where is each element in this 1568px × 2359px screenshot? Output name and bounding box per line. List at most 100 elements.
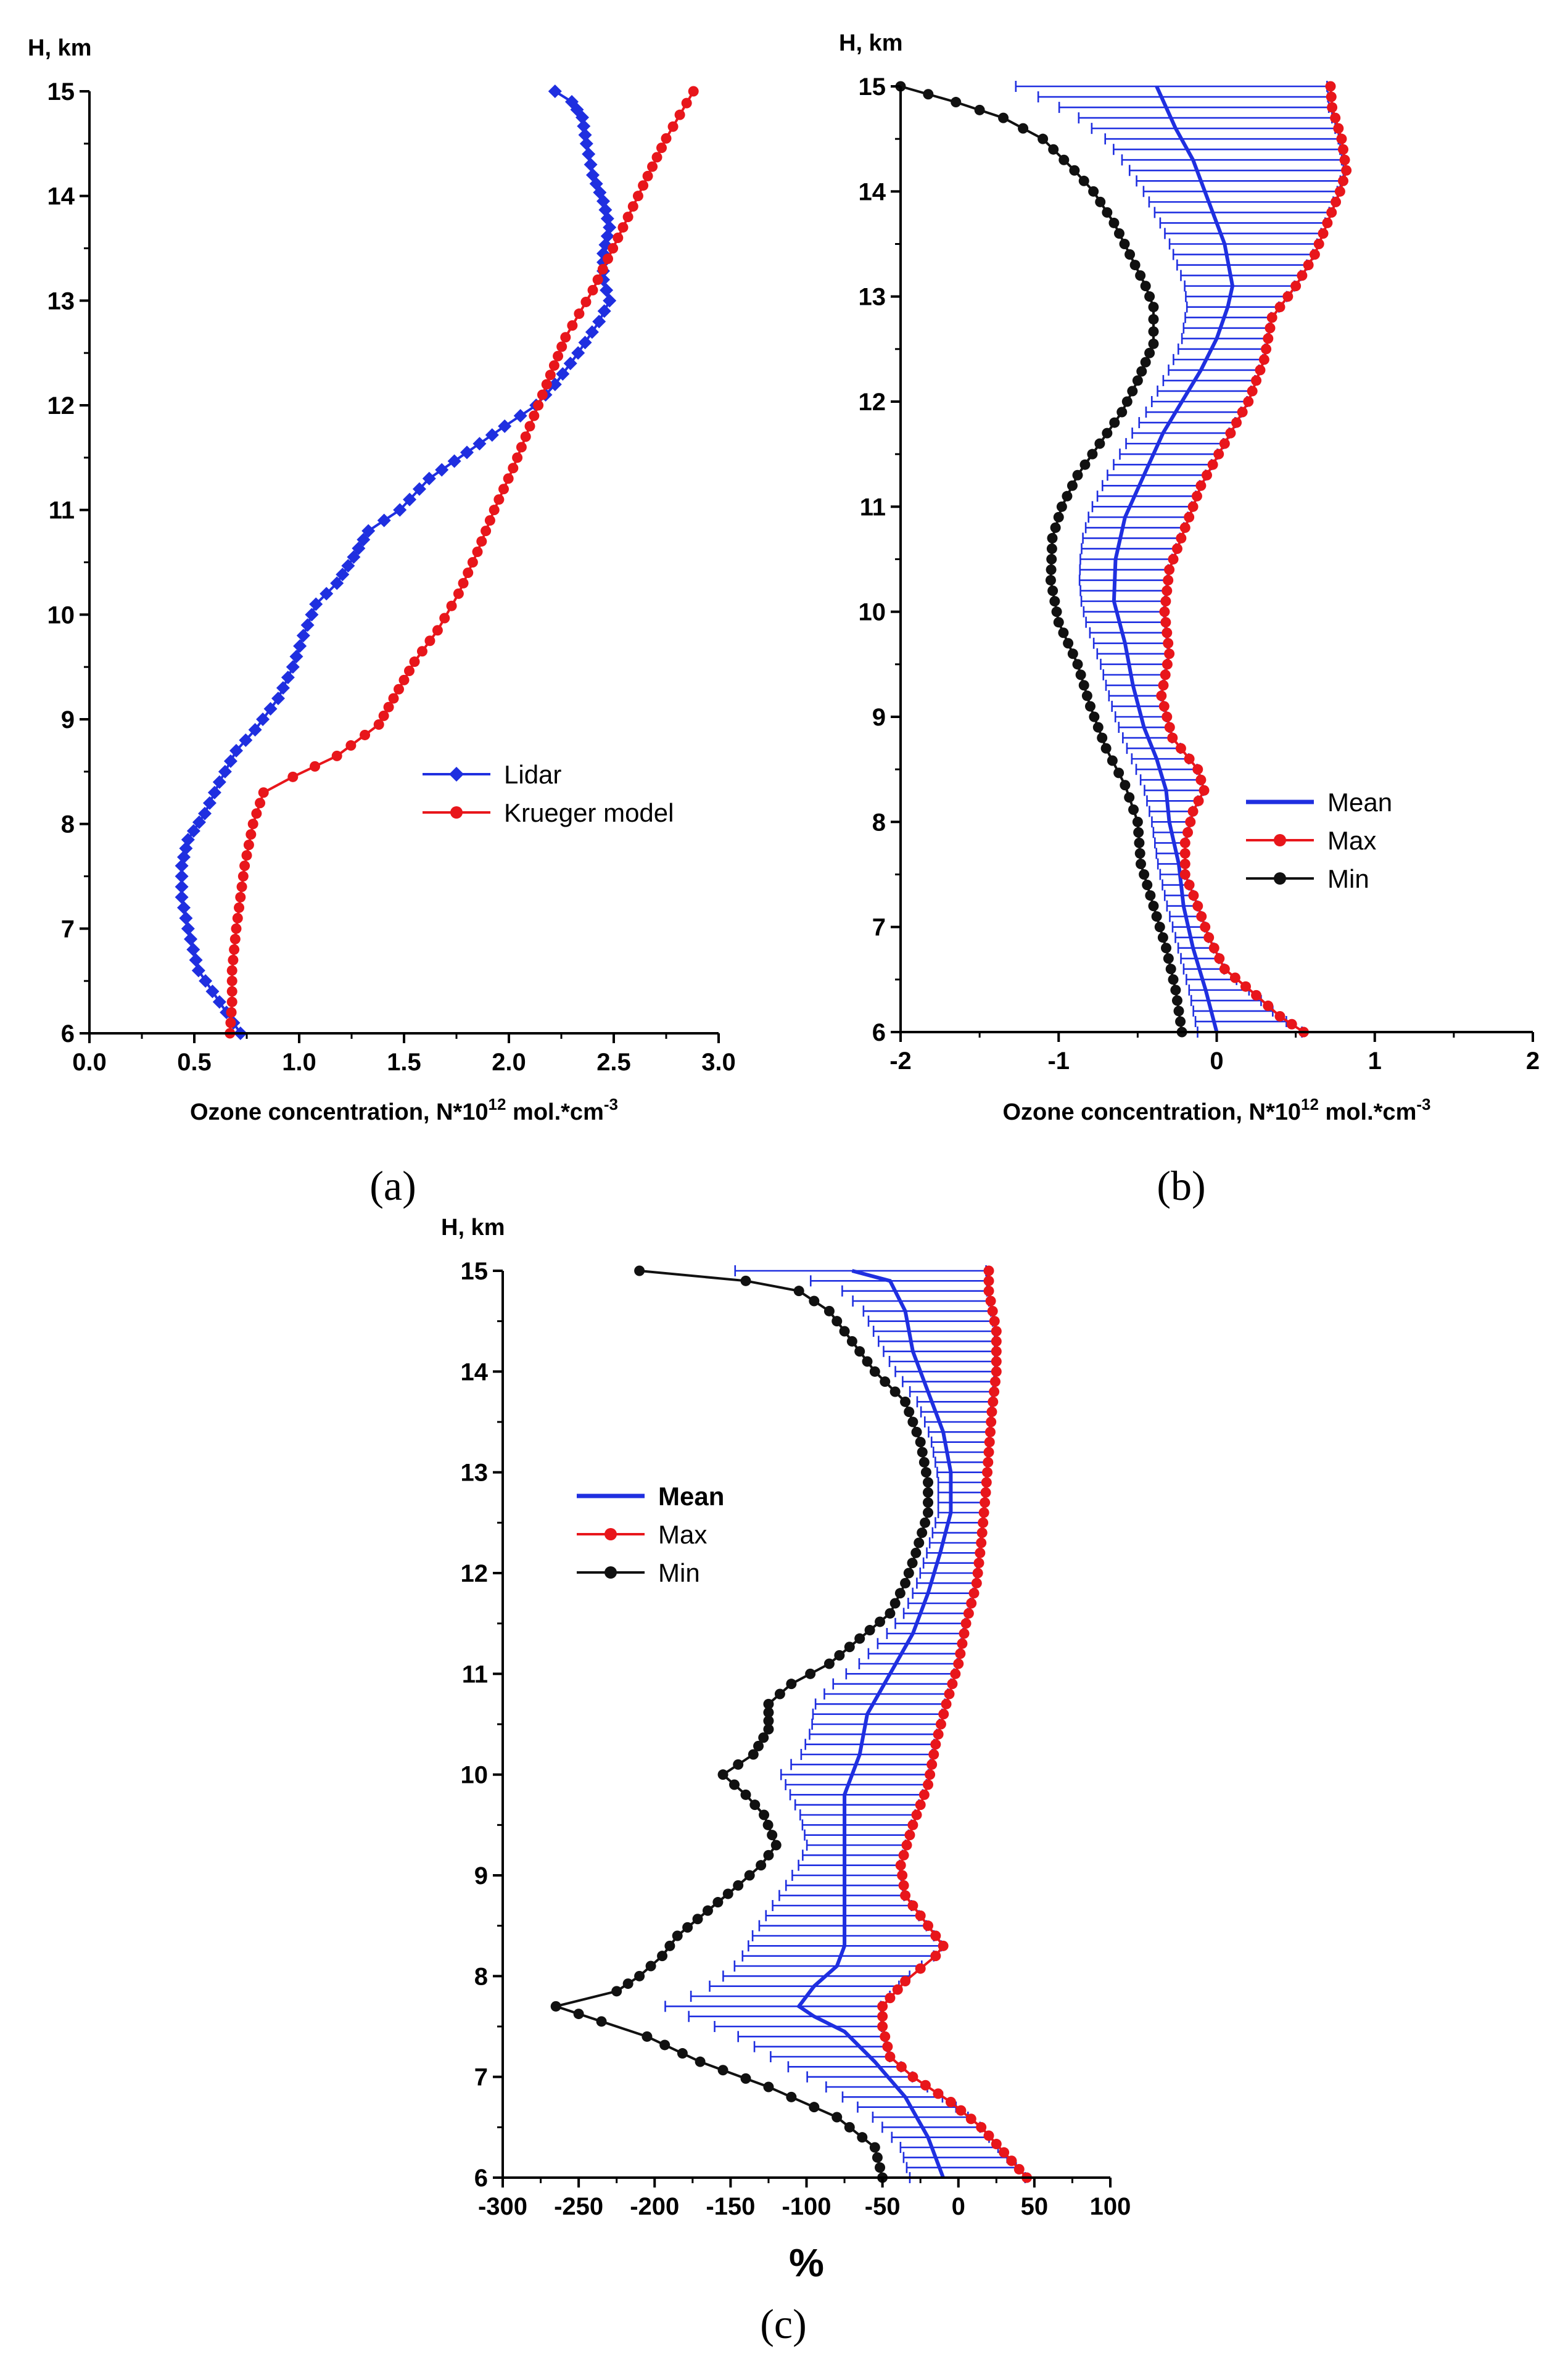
data-point — [834, 1650, 845, 1661]
data-point — [846, 1336, 857, 1347]
data-point — [1045, 575, 1056, 586]
data-point — [560, 332, 571, 343]
legend-marker — [1274, 872, 1286, 885]
data-point — [1188, 890, 1199, 901]
data-point — [991, 1356, 1002, 1367]
data-point — [571, 346, 585, 360]
y-tick-label: 13 — [859, 284, 886, 311]
data-point — [1145, 890, 1156, 901]
x-tick-label: 2 — [1526, 1047, 1540, 1075]
data-point — [1207, 459, 1218, 470]
data-point — [493, 494, 505, 505]
data-point — [966, 1598, 977, 1609]
data-point — [1113, 767, 1124, 779]
legend-marker — [450, 806, 463, 819]
data-point — [677, 2048, 688, 2059]
data-point — [577, 119, 591, 133]
data-point — [597, 263, 608, 275]
data-point — [763, 1698, 774, 1709]
data-point — [189, 953, 203, 967]
data-point — [963, 1608, 974, 1619]
data-point — [1072, 659, 1083, 670]
data-point — [839, 1326, 850, 1337]
series-line-a-1 — [228, 90, 695, 1034]
data-point — [915, 1437, 926, 1448]
data-point — [226, 996, 237, 1007]
data-point — [984, 1437, 995, 1448]
data-point — [1018, 123, 1029, 134]
error-bars-b — [1015, 81, 1345, 1038]
data-point — [1261, 344, 1272, 355]
data-point — [857, 2132, 868, 2143]
data-point — [758, 1732, 769, 1743]
data-point — [393, 503, 407, 517]
data-point — [236, 881, 247, 892]
data-point — [1144, 347, 1155, 358]
data-point — [987, 1305, 998, 1316]
caption-c: (c) — [760, 2300, 806, 2347]
data-point — [1195, 774, 1207, 785]
data-point — [1013, 2163, 1025, 2175]
legend-label: Mean — [658, 1482, 724, 1511]
data-point — [642, 170, 653, 181]
data-point — [920, 2080, 931, 2091]
data-point — [911, 1809, 922, 1820]
data-point — [287, 771, 299, 782]
data-point — [1162, 627, 1173, 638]
data-point — [234, 902, 245, 913]
data-point — [911, 1426, 922, 1437]
data-point — [553, 350, 564, 361]
data-point — [1165, 964, 1176, 975]
data-point — [1069, 165, 1080, 176]
data-point — [422, 471, 436, 485]
data-point — [915, 1799, 926, 1811]
data-point — [1148, 302, 1159, 313]
data-point — [489, 505, 500, 516]
data-point — [485, 428, 499, 442]
x-tick-label: -150 — [706, 2193, 755, 2220]
data-point — [918, 1456, 930, 1468]
y-tick-label: 15 — [47, 78, 75, 105]
x-tick-label: 2.5 — [596, 1049, 631, 1076]
data-point — [1154, 922, 1165, 933]
y-tick-label: 6 — [61, 1020, 75, 1047]
data-point — [1168, 974, 1179, 985]
data-point — [1164, 722, 1175, 733]
data-point — [1113, 228, 1124, 239]
data-point — [1231, 417, 1242, 428]
legend-a: Lidar Krueger model — [423, 760, 674, 827]
data-point — [529, 410, 540, 421]
data-point — [985, 1295, 996, 1307]
data-point — [844, 2121, 855, 2133]
data-point — [983, 2130, 994, 2141]
y-tick-label: 13 — [461, 1460, 489, 1487]
data-point — [330, 576, 344, 590]
data-point — [1176, 532, 1187, 543]
data-point — [235, 891, 246, 903]
data-point — [241, 850, 252, 861]
data-point — [983, 1275, 994, 1286]
data-point — [512, 452, 523, 463]
data-point — [1089, 711, 1100, 722]
data-point — [1128, 804, 1139, 815]
data-point — [950, 1668, 961, 1679]
data-point — [603, 294, 617, 308]
data-point — [923, 1920, 933, 1931]
data-point — [981, 1477, 992, 1488]
y-tick-label: 12 — [859, 389, 886, 416]
data-point — [533, 400, 544, 411]
data-point — [1132, 375, 1143, 386]
data-point — [1290, 281, 1302, 292]
data-point — [933, 2088, 944, 2099]
data-point — [972, 1568, 983, 1579]
data-point — [894, 1588, 906, 1599]
data-point — [309, 597, 323, 611]
data-point — [212, 995, 226, 1009]
data-point — [971, 1577, 982, 1589]
data-point — [310, 761, 320, 772]
data-point — [398, 674, 410, 685]
data-point — [928, 1749, 939, 1760]
y-tick-label: 7 — [872, 914, 886, 941]
data-point — [642, 2031, 653, 2042]
